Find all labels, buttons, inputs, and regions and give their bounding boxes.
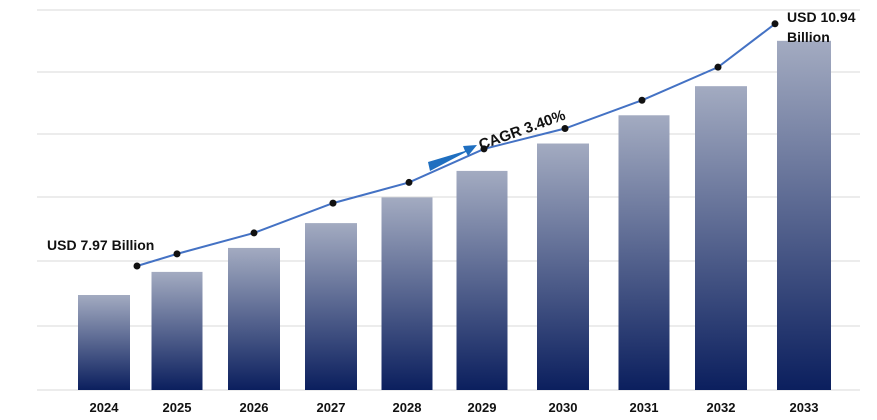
x-tick-label-2028: 2028 (393, 400, 422, 415)
bar-2031 (618, 115, 670, 391)
bars (78, 40, 831, 391)
bar-2026 (228, 247, 280, 390)
bar-2033 (777, 40, 831, 390)
trend-point-2027 (329, 199, 337, 207)
x-tick-label-2032: 2032 (707, 400, 736, 415)
trend-point-2031 (638, 96, 646, 104)
x-tick-label-2031: 2031 (630, 400, 659, 415)
bar-2030 (537, 143, 589, 390)
x-tick-label-2033: 2033 (790, 400, 819, 415)
start-value-label: USD 7.97 Billion (47, 237, 154, 253)
bar-2025 (151, 271, 203, 390)
trend-point-2033 (771, 20, 779, 28)
bar-2027 (305, 223, 357, 390)
trend-point-2025 (173, 250, 181, 258)
x-tick-label-2029: 2029 (468, 400, 497, 415)
trend-point-2032 (714, 63, 722, 71)
trend-line-group (133, 20, 779, 270)
trend-point-2029 (480, 145, 488, 153)
x-tick-label-2027: 2027 (317, 400, 346, 415)
bar-2029 (456, 170, 508, 390)
bar-2032 (695, 86, 747, 390)
x-tick-label-2030: 2030 (549, 400, 578, 415)
bar-2024 (78, 295, 130, 390)
x-tick-label-2024: 2024 (90, 400, 120, 415)
trend-point-2024 (133, 262, 141, 270)
end-value-label-line2: Billion (787, 29, 830, 45)
trend-point-2026 (250, 229, 258, 237)
x-axis-ticks: 2024 2025 2026 2027 2028 2029 2030 2031 2032 2033 (90, 400, 819, 415)
trend-point-2030 (561, 125, 569, 133)
cagr-arrow-icon (428, 145, 477, 171)
trend-line (136, 23, 776, 267)
bar-2028 (381, 197, 433, 390)
end-value-label-line1: USD 10.94 (787, 9, 856, 25)
x-tick-label-2025: 2025 (163, 400, 192, 415)
x-tick-label-2026: 2026 (240, 400, 269, 415)
trend-point-2028 (405, 178, 413, 186)
